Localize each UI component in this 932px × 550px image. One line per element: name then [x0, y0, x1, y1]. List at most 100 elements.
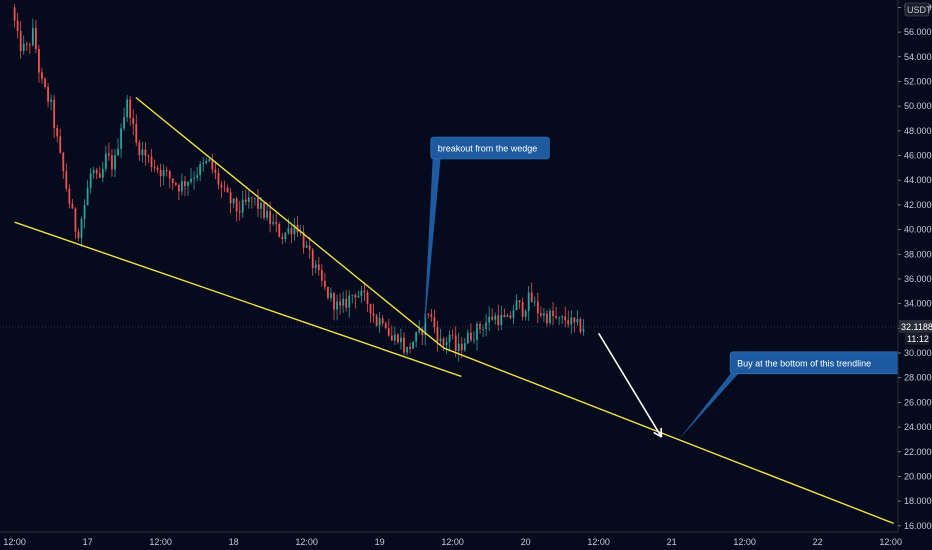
candle-body [561, 316, 564, 318]
candle-body [579, 318, 582, 332]
candle-body [98, 173, 101, 178]
time-tick-label: 17 [83, 537, 93, 547]
price-tick-label: 56.0000 [904, 27, 932, 37]
candle-body [181, 181, 183, 192]
candle-body [317, 264, 320, 271]
currency-label: USDT [907, 5, 932, 15]
callout-text: breakout from the wedge [438, 144, 538, 154]
candle-body [244, 199, 247, 202]
candle-body [515, 300, 518, 311]
price-axis[interactable]: 16.0000 18.0000 20.0000 22.0000 24.0000 26.00… [897, 0, 932, 550]
candle-body [442, 338, 445, 346]
candle-body [400, 337, 402, 343]
time-axis[interactable]: 12:00 17 12:00 18 12:00 19 12:00 20 12:00 21 12:00… [0, 531, 932, 550]
candle-body [311, 250, 314, 269]
candle-body [348, 295, 351, 308]
candle-body [351, 294, 354, 296]
candle-body [22, 43, 25, 51]
candle-body [287, 228, 290, 233]
price-tick-label: 38.0000 [904, 249, 932, 259]
countdown-label: 11:12 [907, 334, 929, 344]
candle-body [387, 328, 390, 336]
time-tick-label: 21 [667, 537, 677, 547]
price-tick-label: 18.0000 [904, 496, 932, 506]
arrow-shaft [597, 332, 663, 438]
candle-body [135, 123, 138, 143]
candle-body [89, 173, 92, 188]
candle-body [104, 153, 107, 169]
price-tick-label: 52.0000 [904, 76, 932, 86]
wedge-upper-line[interactable] [135, 96, 445, 349]
candle-body [488, 316, 491, 323]
candle-body [403, 337, 405, 353]
candle-body [184, 181, 186, 186]
time-tick-label: 22 [813, 537, 823, 547]
wedge-lower-line[interactable] [14, 221, 462, 378]
candle-body [162, 170, 165, 177]
candle-body [56, 128, 59, 137]
arrow-head [653, 431, 662, 438]
long-trendline[interactable] [443, 347, 894, 525]
price-tick-label: 46.0000 [904, 151, 932, 161]
candle-body [83, 205, 86, 219]
candle-body [345, 298, 348, 308]
last-price-label: 32.1188 [901, 322, 932, 332]
time-tick-label: 12:00 [587, 537, 610, 547]
candle-body [250, 197, 253, 199]
candle-body [235, 198, 238, 212]
countdown-box [905, 332, 929, 345]
candle-body [454, 335, 457, 351]
price-tick-label: 50.0000 [904, 101, 932, 111]
candle-body [101, 168, 104, 178]
candle-body [114, 155, 116, 170]
candle-body [336, 301, 338, 310]
candle-body [457, 343, 460, 351]
candle-body [476, 323, 478, 340]
callout-text: Buy at the bottom of this trendline [737, 358, 871, 368]
candle-body [275, 222, 278, 224]
price-tick-label: 16.0000 [904, 521, 932, 531]
candle-body [415, 332, 418, 342]
candle-body [95, 170, 98, 174]
candle-body [199, 164, 202, 176]
candle-body [147, 155, 150, 157]
candle-body [308, 245, 311, 251]
time-tick-label: 20 [521, 537, 531, 547]
candle-body [473, 339, 475, 341]
candle-body [150, 156, 153, 167]
candle-body [190, 178, 192, 182]
candle-body [38, 48, 40, 73]
candle-body [576, 318, 579, 323]
candle-body [220, 184, 223, 188]
candle-body [503, 314, 506, 318]
candle-body [229, 192, 232, 204]
price-tick-label: 42.0000 [904, 200, 932, 210]
candle-body [247, 197, 250, 202]
time-tick-label: 12:00 [295, 537, 318, 547]
candle-body [34, 28, 37, 49]
candle-body [65, 171, 68, 189]
candle-body [272, 222, 275, 224]
candle-body [108, 153, 110, 156]
candle-body [354, 294, 357, 298]
candle-body [208, 158, 211, 162]
candle-body [254, 198, 256, 199]
candle-body [418, 329, 421, 333]
candle-body [409, 346, 411, 349]
candle-body [406, 346, 408, 353]
down-arrow[interactable] [597, 332, 663, 438]
candle-body [123, 117, 126, 129]
time-tick-label: 12:00 [441, 537, 464, 547]
buy-callout[interactable]: Buy at the bottom of this trendline [678, 351, 904, 440]
candle-body [141, 149, 144, 156]
candle-body [378, 318, 381, 326]
breakout-callout[interactable]: breakout from the wedge [423, 136, 550, 341]
price-tick-label: 30.0000 [904, 348, 932, 358]
candle-body [582, 329, 585, 332]
candle-body [226, 187, 229, 193]
price-tick-label: 44.0000 [904, 175, 932, 185]
candle-body [360, 290, 363, 296]
candle-body [129, 99, 132, 119]
candle-body [491, 316, 494, 320]
